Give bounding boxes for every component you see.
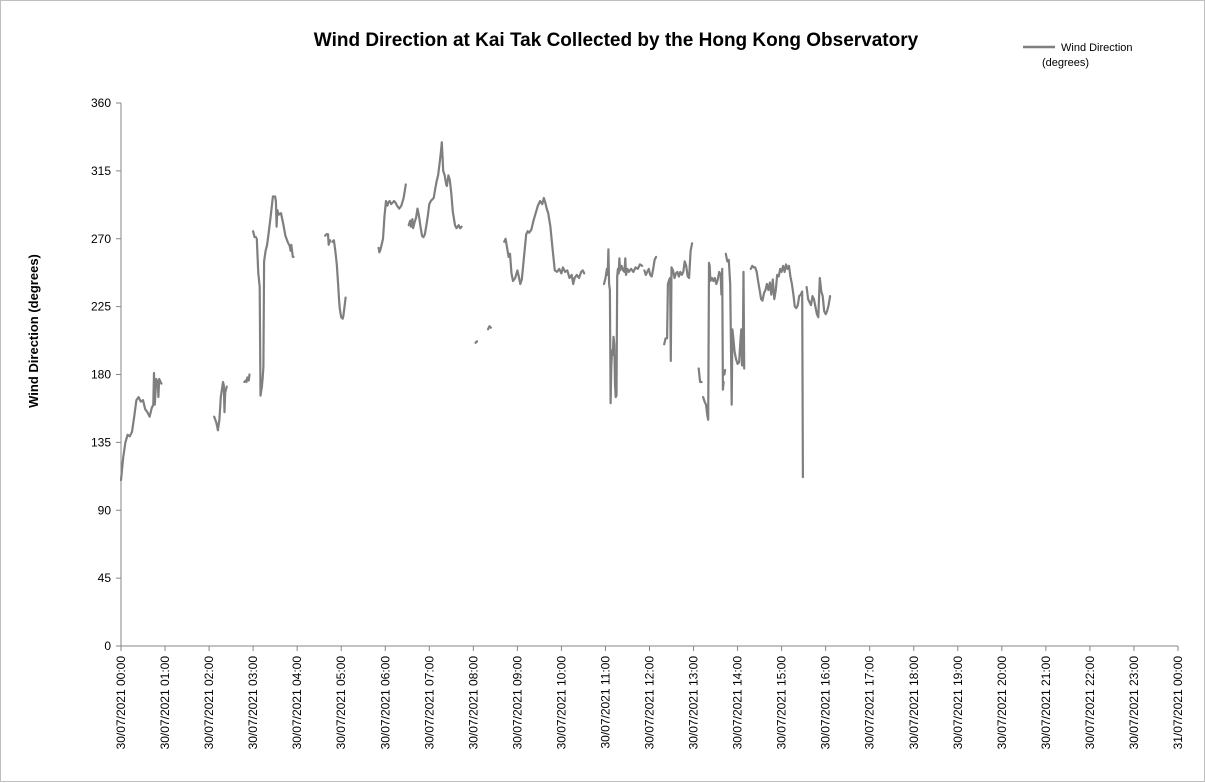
y-tick-label: 360 (91, 96, 111, 110)
y-tick-label: 270 (91, 232, 111, 246)
x-tick-label: 30/07/2021 17:00 (863, 656, 877, 750)
x-tick-label: 30/07/2021 01:00 (158, 656, 172, 750)
y-tick-label: 90 (98, 503, 112, 517)
x-tick-label: 30/07/2021 13:00 (687, 656, 701, 750)
series-line-segment (643, 255, 658, 278)
x-tick-label: 30/07/2021 10:00 (554, 656, 568, 750)
series-line-segment (377, 183, 407, 254)
series-line-segment (213, 380, 228, 432)
x-tick-label: 30/07/2021 21:00 (1039, 656, 1053, 750)
series-line-segment (602, 248, 644, 405)
y-tick-label: 0 (104, 639, 111, 653)
series-line-segment (486, 325, 492, 331)
x-tick-label: 30/07/2021 08:00 (466, 656, 480, 750)
series-line-segment (255, 195, 295, 397)
y-axis-label: Wind Direction (degrees) (26, 254, 41, 408)
x-tick-label: 30/07/2021 12:00 (643, 656, 657, 750)
x-tick-label: 30/07/2021 16:00 (819, 656, 833, 750)
series-group (119, 141, 832, 482)
series-line-segment (503, 196, 586, 286)
x-tick-label: 30/07/2021 00:00 (114, 656, 128, 750)
x-tick-label: 30/07/2021 11:00 (598, 656, 612, 749)
x-tick-label: 30/07/2021 20:00 (995, 656, 1009, 750)
legend-label-line: (degrees) (1042, 57, 1089, 69)
series-line-segment (723, 368, 727, 376)
y-tick-label: 315 (91, 164, 111, 178)
series-line-segment (119, 371, 163, 482)
series-line-segment (324, 233, 332, 246)
series-line-segment (663, 242, 694, 362)
y-tick-label: 135 (91, 435, 111, 449)
x-tick-label: 30/07/2021 14:00 (731, 656, 745, 750)
y-tick-label: 45 (98, 571, 112, 585)
series-line-segment (331, 239, 347, 320)
x-tick-label: 30/07/2021 18:00 (907, 656, 921, 750)
series-line-segment (474, 340, 479, 344)
legend-label: Wind Direction (degrees) (1042, 42, 1133, 69)
series-line-segment (252, 230, 258, 239)
x-tick-label: 30/07/2021 03:00 (246, 656, 260, 750)
x-axis: 30/07/2021 00:00 30/07/2021 01:00 30/07/20… (114, 645, 1185, 750)
x-tick-label: 30/07/2021 05:00 (334, 656, 348, 750)
series-line-segment (697, 367, 703, 384)
x-tick-label: 31/07/2021 00:00 (1171, 656, 1185, 750)
x-tick-label: 30/07/2021 09:00 (510, 656, 524, 750)
x-tick-label: 30/07/2021 15:00 (775, 656, 789, 750)
series-line-segment (805, 276, 832, 319)
x-tick-label: 30/07/2021 19:00 (951, 656, 965, 750)
series-line-segment (724, 252, 746, 406)
x-tick-label: 30/07/2021 04:00 (290, 656, 304, 750)
series-line-segment (407, 141, 463, 239)
x-tick-label: 30/07/2021 07:00 (422, 656, 436, 750)
x-tick-label: 30/07/2021 23:00 (1127, 656, 1141, 750)
x-tick-label: 30/07/2021 22:00 (1083, 656, 1097, 750)
series-line-segment (701, 261, 725, 421)
y-axis: 0 45 90 135 180 225 270 315 360 (91, 96, 122, 653)
chart-title: Wind Direction at Kai Tak Collected by t… (314, 30, 919, 51)
series-line-segment (749, 263, 805, 479)
y-tick-label: 180 (91, 368, 111, 382)
legend: Wind Direction (degrees) (1023, 42, 1133, 69)
x-tick-label: 30/07/2021 02:00 (202, 656, 216, 750)
series-line-segment (243, 373, 251, 384)
y-tick-label: 225 (91, 300, 111, 314)
legend-label-line: Wind Direction (1061, 42, 1133, 54)
x-tick-label: 30/07/2021 06:00 (378, 656, 392, 750)
